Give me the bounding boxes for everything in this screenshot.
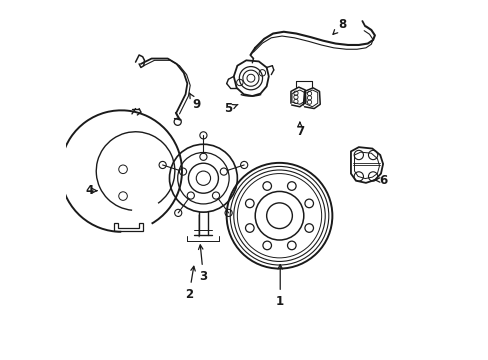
Text: 6: 6 (373, 174, 387, 186)
Text: 2: 2 (184, 266, 195, 301)
Text: 1: 1 (276, 265, 284, 308)
Text: 8: 8 (332, 18, 346, 34)
Text: 3: 3 (198, 245, 207, 283)
Text: 5: 5 (224, 102, 238, 115)
Text: 7: 7 (295, 122, 304, 138)
Text: 4: 4 (85, 184, 97, 197)
Text: 9: 9 (189, 93, 200, 112)
